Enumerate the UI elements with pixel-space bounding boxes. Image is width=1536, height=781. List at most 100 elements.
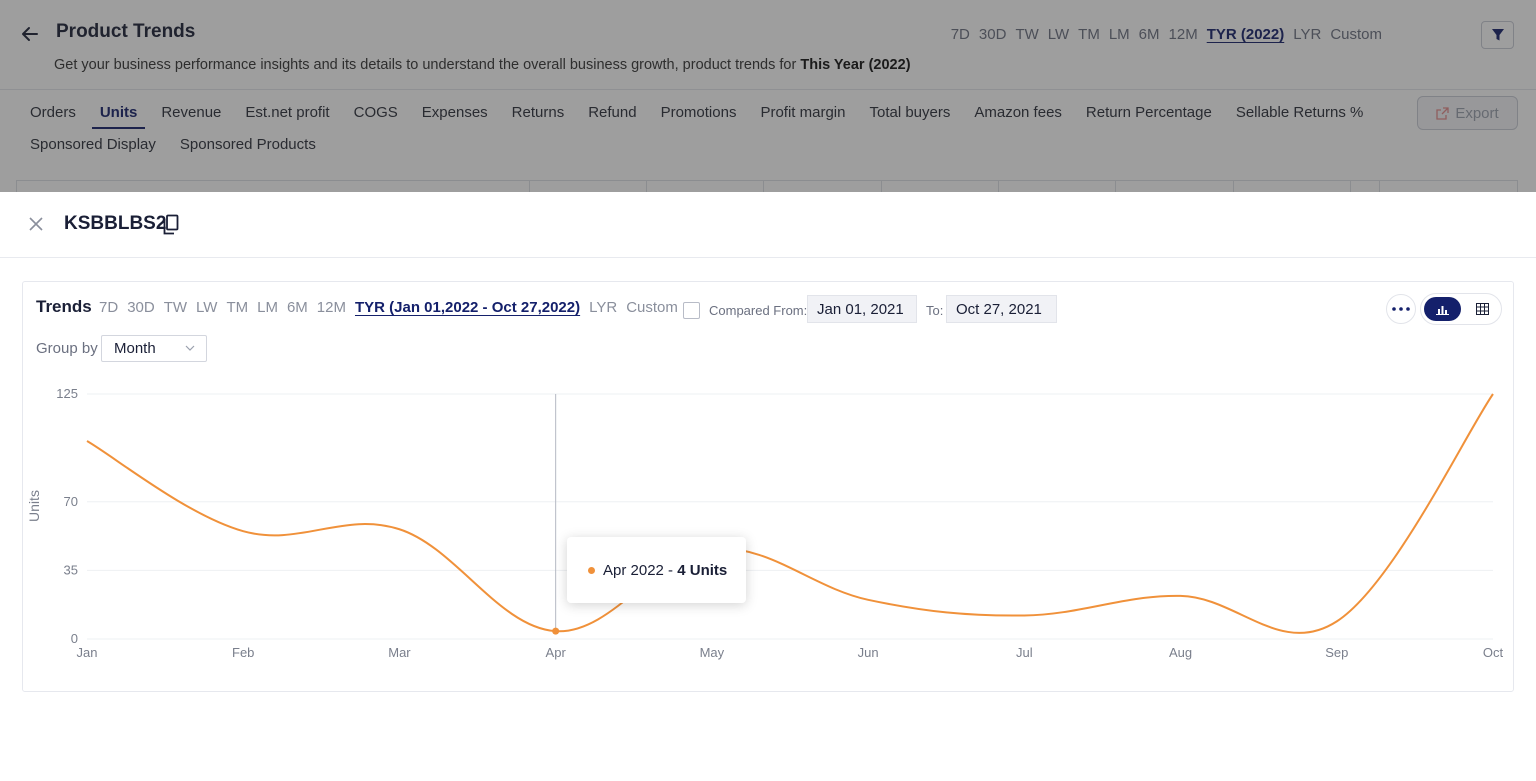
x-tick-label-aug: Aug	[1169, 645, 1192, 660]
export-button[interactable]: Export	[1417, 96, 1518, 130]
tab-cogs[interactable]: COGS	[353, 104, 398, 121]
tab-return-percentage[interactable]: Return Percentage	[1085, 104, 1212, 121]
page-subtitle: Get your business performance insights a…	[54, 57, 911, 73]
tab-sellable-returns[interactable]: Sellable Returns %	[1235, 104, 1364, 121]
x-tick-label-mar: Mar	[388, 645, 411, 660]
more-options-button[interactable]	[1386, 294, 1416, 324]
x-tick-label-may: May	[700, 645, 725, 660]
range-lyr[interactable]: LYR	[1293, 26, 1322, 43]
y-tick-label: 70	[64, 494, 78, 509]
table-grid-icon	[1475, 303, 1489, 315]
chart-range-lw[interactable]: LW	[196, 299, 218, 316]
series-line-units	[86, 393, 1494, 634]
tab-revenue[interactable]: Revenue	[161, 104, 222, 121]
tooltip-marker	[588, 566, 595, 574]
back-arrow-icon[interactable]	[20, 24, 40, 44]
tab-amazon-fees[interactable]: Amazon fees	[974, 104, 1062, 121]
compared-to-date[interactable]: Oct 27, 2021	[946, 295, 1057, 323]
subtitle-text: Get your business performance insights a…	[54, 57, 801, 73]
chart-range-7d[interactable]: 7D	[99, 299, 119, 316]
x-tick-label-jul: Jul	[1016, 645, 1033, 660]
range-7d[interactable]: 7D	[950, 26, 970, 43]
trends-card: Trends 7D 30D TW LW TM LM 6M 12M TYR (Jan 01,202…	[22, 281, 1514, 692]
range-tm[interactable]: TM	[1078, 26, 1100, 43]
range-tyr-2022[interactable]: TYR (2022)	[1206, 26, 1285, 43]
tab-orders[interactable]: Orders	[30, 104, 76, 121]
y-tick-label: 35	[64, 562, 78, 577]
to-label: To:	[926, 303, 944, 318]
tab-refund[interactable]: Refund	[588, 104, 637, 121]
tab-expenses[interactable]: Expenses	[421, 104, 488, 121]
compared-from-date[interactable]: Jan 01, 2021	[807, 295, 917, 323]
external-link-icon	[1436, 106, 1449, 120]
drawer-header: KSBBLBS2	[0, 192, 1536, 258]
filter-button[interactable]	[1481, 21, 1514, 49]
chart-range-12m[interactable]: 12M	[316, 299, 346, 316]
range-12m[interactable]: 12M	[1168, 26, 1198, 43]
export-label: Export	[1455, 104, 1499, 122]
tab-sponsored-products[interactable]: Sponsored Products	[179, 136, 316, 153]
header-divider	[0, 89, 1536, 90]
tab-profit-margin[interactable]: Profit margin	[760, 104, 846, 121]
table-view-button[interactable]	[1468, 297, 1496, 321]
group-by-label: Group by	[36, 340, 98, 357]
date-range-selector: 7D 30D TW LW TM LM 6M 12M TYR (2022) LYR Custom	[942, 26, 1382, 43]
metric-tabs-row-1: Orders Units Revenue Est.net profit COGS Expe…	[30, 103, 1390, 135]
x-tick-label-apr: Apr	[546, 645, 567, 660]
range-custom[interactable]: Custom	[1330, 26, 1382, 43]
x-tick-label-feb: Feb	[232, 645, 254, 660]
tab-total-buyers[interactable]: Total buyers	[869, 104, 951, 121]
sku-title: KSBBLBS2	[64, 213, 167, 234]
tab-units[interactable]: Units	[91, 103, 145, 135]
y-tick-label: 125	[56, 386, 78, 401]
chart-range-selector: 7D 30D TW LW TM LM 6M 12M TYR (Jan 01,2022 - Oct…	[99, 299, 687, 316]
tab-promotions[interactable]: Promotions	[660, 104, 737, 121]
subtitle-period: This Year (2022)	[800, 57, 911, 73]
x-tick-label-oct: Oct	[1483, 645, 1504, 660]
page-title: Product Trends	[56, 21, 196, 42]
range-6m[interactable]: 6M	[1138, 26, 1160, 43]
filter-icon	[1491, 29, 1504, 41]
x-tick-label-jun: Jun	[858, 645, 879, 660]
copy-icon[interactable]	[162, 214, 180, 236]
more-horizontal-icon	[1392, 307, 1410, 311]
product-trends-page: Product Trends Get your business perform…	[0, 0, 1536, 195]
highlighted-point[interactable]	[552, 627, 560, 635]
range-tw[interactable]: TW	[1015, 26, 1039, 43]
tooltip-separator: -	[663, 561, 678, 579]
trends-label: Trends	[36, 297, 92, 316]
chart-range-tm[interactable]: TM	[226, 299, 249, 316]
chart-range-30d[interactable]: 30D	[127, 299, 155, 316]
chart-range-lyr[interactable]: LYR	[589, 299, 618, 316]
range-lm[interactable]: LM	[1108, 26, 1130, 43]
chart-range-6m[interactable]: 6M	[286, 299, 308, 316]
sku-detail-drawer: KSBBLBS2 Trends 7D 30D TW LW TM LM 6M 12M TYR (J…	[0, 192, 1536, 781]
tab-returns[interactable]: Returns	[511, 104, 565, 121]
tab-sponsored-display[interactable]: Sponsored Display	[30, 136, 156, 153]
chart-range-tw[interactable]: TW	[163, 299, 188, 316]
range-lw[interactable]: LW	[1047, 26, 1070, 43]
close-icon[interactable]	[27, 215, 45, 233]
y-tick-label: 0	[71, 631, 78, 646]
chart-view-button[interactable]	[1424, 297, 1461, 321]
chart-range-tyr-jan-01-2022-oct-27-2022[interactable]: TYR (Jan 01,2022 - Oct 27,2022)	[354, 299, 581, 316]
chevron-down-icon	[185, 345, 195, 351]
chart-range-lm[interactable]: LM	[257, 299, 278, 316]
view-toggle	[1420, 293, 1502, 325]
chart-range-custom[interactable]: Custom	[626, 299, 678, 316]
range-30d[interactable]: 30D	[978, 26, 1007, 43]
x-tick-label-jan: Jan	[77, 645, 98, 660]
tab-est-net-profit[interactable]: Est.net profit	[245, 104, 330, 121]
x-tick-label-sep: Sep	[1325, 645, 1348, 660]
tooltip-value: 4 Units	[677, 561, 728, 579]
compare-checkbox[interactable]	[683, 302, 700, 319]
compared-from-label: Compared From:	[709, 303, 808, 318]
group-by-value: Month	[114, 340, 156, 357]
y-axis-label: Units	[26, 490, 42, 522]
bar-chart-icon	[1436, 305, 1449, 315]
metric-tabs-row-2: Sponsored Display Sponsored Products	[30, 135, 1390, 167]
table-header-peek	[16, 180, 1518, 195]
metric-tabs: Orders Units Revenue Est.net profit COGS Expe…	[30, 103, 1390, 167]
group-by-select[interactable]: Month	[101, 335, 207, 362]
